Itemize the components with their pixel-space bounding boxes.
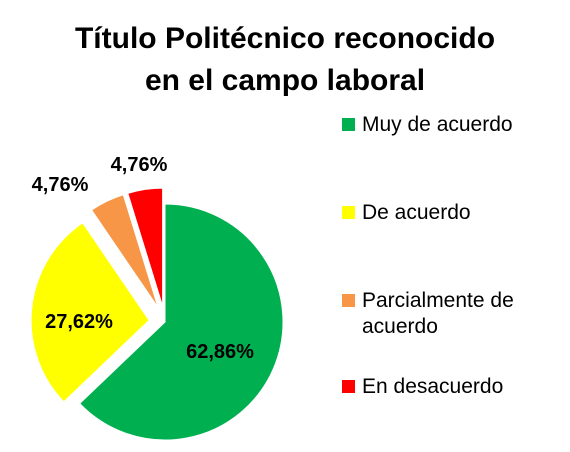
legend-swatch xyxy=(342,206,355,219)
legend-swatch xyxy=(342,380,355,393)
legend-item-en-desacuerdo: En desacuerdo xyxy=(342,374,562,400)
pie-slice-de-acuerdo xyxy=(30,222,150,403)
data-label-en-desacuerdo: 4,76% xyxy=(111,154,168,176)
legend-item-muy-de-acuerdo: Muy de acuerdo xyxy=(342,112,562,138)
legend-item-de-acuerdo: De acuerdo xyxy=(342,200,562,226)
data-label-parcialmente-de-acuerdo: 4,76% xyxy=(32,174,89,196)
legend-item-parcialmente-de-acuerdo: Parcialmente de acuerdo xyxy=(342,288,562,340)
legend-label: Parcialmente de acuerdo xyxy=(362,289,514,338)
chart-title-line-1: Título Politécnico reconocido xyxy=(74,22,496,55)
legend-label: Muy de acuerdo xyxy=(362,113,513,136)
legend-swatch xyxy=(342,118,355,131)
legend-label: De acuerdo xyxy=(362,201,471,224)
pie-slice-en-desacuerdo xyxy=(127,187,164,307)
pie-slice-muy-de-acuerdo xyxy=(78,203,284,441)
data-label-de-acuerdo: 27,62% xyxy=(45,311,113,333)
pie-slice-parcialmente-de-acuerdo xyxy=(90,194,159,308)
legend-label: En desacuerdo xyxy=(362,375,504,398)
chart-title-line-2: en el campo laboral xyxy=(144,64,426,97)
chart-title: Título Politécnico reconocido en el camp… xyxy=(0,18,570,102)
data-label-muy-de-acuerdo: 62,86% xyxy=(186,341,254,363)
legend-swatch xyxy=(342,294,355,307)
